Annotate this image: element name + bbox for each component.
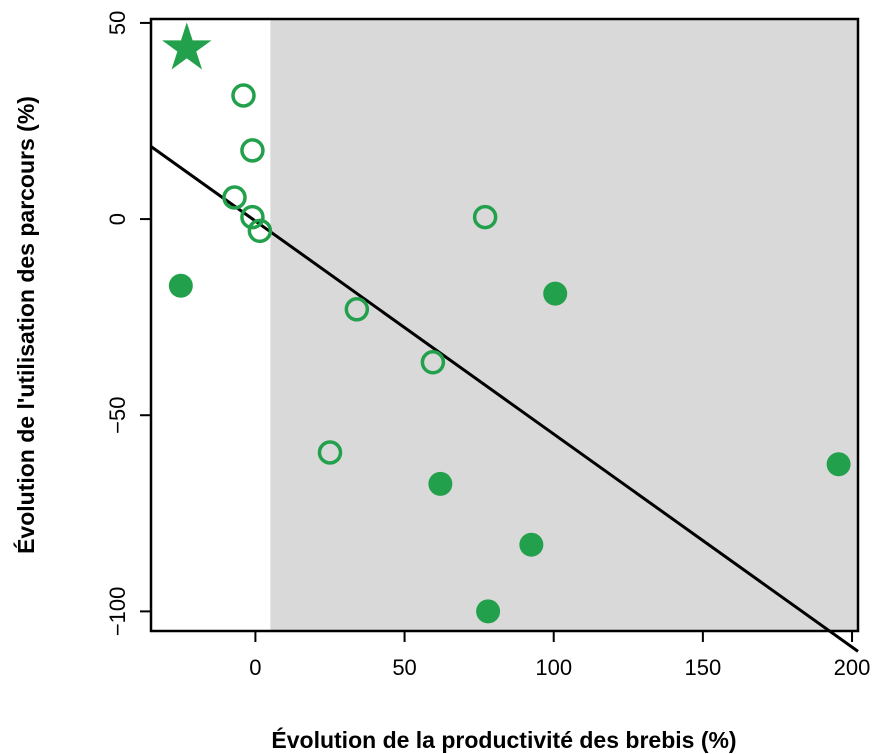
open-circle-point	[247, 218, 273, 244]
open-circle-point	[240, 204, 265, 230]
x-tick-label: 0	[249, 655, 261, 680]
open-circle-point	[317, 440, 343, 465]
data-points-layer	[162, 22, 851, 624]
filled-circle-point	[428, 471, 453, 496]
y-tick-label: 0	[105, 213, 130, 225]
x-axis-title: Évolution de la productivité des brebis …	[271, 726, 736, 753]
filled-circle-point	[543, 281, 568, 306]
x-tick-label: 50	[392, 655, 416, 680]
open-circle-point	[240, 138, 265, 163]
axes-layer: 0 50 100 150 200 −100 −50 0 50	[105, 11, 870, 680]
open-circle-point	[222, 185, 247, 210]
filled-circle-point	[826, 452, 851, 477]
open-circle-point	[344, 297, 370, 322]
filled-circle-point	[168, 273, 193, 298]
y-tick-label: 50	[105, 11, 130, 35]
x-tick-label: 200	[834, 655, 871, 680]
open-circle-point	[472, 204, 498, 230]
x-tick-label: 100	[535, 655, 572, 680]
x-tick-label: 150	[685, 655, 722, 680]
shaded-region-layer	[270, 19, 858, 631]
y-tick-label: −50	[105, 397, 130, 434]
star-point	[162, 22, 212, 70]
plot-frame	[149, 17, 860, 633]
shaded-region	[270, 19, 858, 631]
open-circle-point	[420, 350, 446, 375]
y-tick-label: −100	[105, 587, 130, 637]
open-circle-point	[231, 83, 256, 108]
filled-circle-point	[476, 599, 501, 624]
filled-circle-point	[519, 532, 544, 557]
y-axis-title: Évolution de l'utilisation des parcours …	[12, 96, 39, 554]
